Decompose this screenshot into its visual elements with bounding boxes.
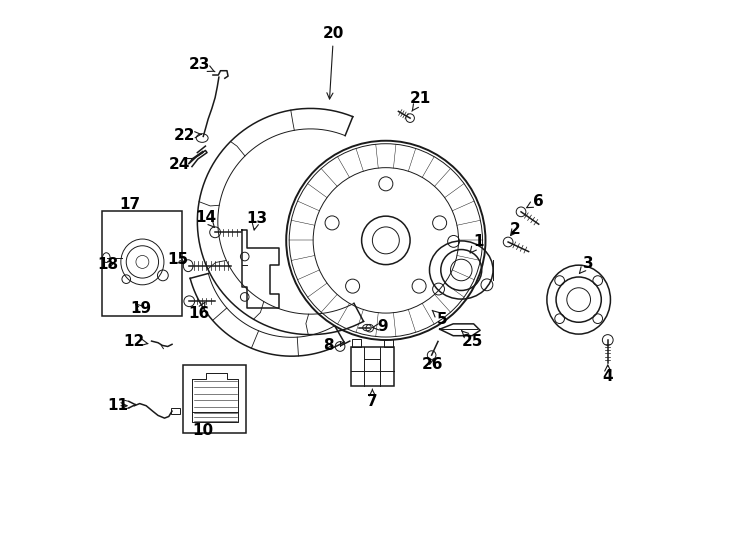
Text: 10: 10 xyxy=(192,423,213,438)
Bar xyxy=(384,340,393,347)
Text: 16: 16 xyxy=(189,302,210,321)
Text: 12: 12 xyxy=(124,334,148,349)
Text: 20: 20 xyxy=(323,25,344,99)
Text: 15: 15 xyxy=(167,252,188,267)
Text: 19: 19 xyxy=(130,301,151,316)
Text: 13: 13 xyxy=(246,211,267,230)
Text: 23: 23 xyxy=(188,57,215,72)
Text: 9: 9 xyxy=(373,319,388,334)
Text: 17: 17 xyxy=(120,197,141,212)
Bar xyxy=(102,211,182,316)
Text: 6: 6 xyxy=(527,193,544,208)
Text: 14: 14 xyxy=(195,210,216,227)
Text: 21: 21 xyxy=(410,91,432,111)
Text: 26: 26 xyxy=(422,357,443,372)
Text: 7: 7 xyxy=(367,389,378,409)
Text: 4: 4 xyxy=(603,365,613,384)
Text: 18: 18 xyxy=(97,257,118,272)
Text: 8: 8 xyxy=(323,338,333,353)
Text: 22: 22 xyxy=(174,128,201,143)
Bar xyxy=(352,340,360,347)
Text: 11: 11 xyxy=(108,398,128,413)
Bar xyxy=(171,408,180,414)
Text: 3: 3 xyxy=(579,256,593,273)
Text: 1: 1 xyxy=(470,234,484,253)
Text: 5: 5 xyxy=(432,310,448,327)
Text: 2: 2 xyxy=(509,222,520,237)
Text: 25: 25 xyxy=(462,331,483,349)
Bar xyxy=(183,366,247,433)
Text: 24: 24 xyxy=(169,158,193,172)
Bar xyxy=(351,347,394,386)
